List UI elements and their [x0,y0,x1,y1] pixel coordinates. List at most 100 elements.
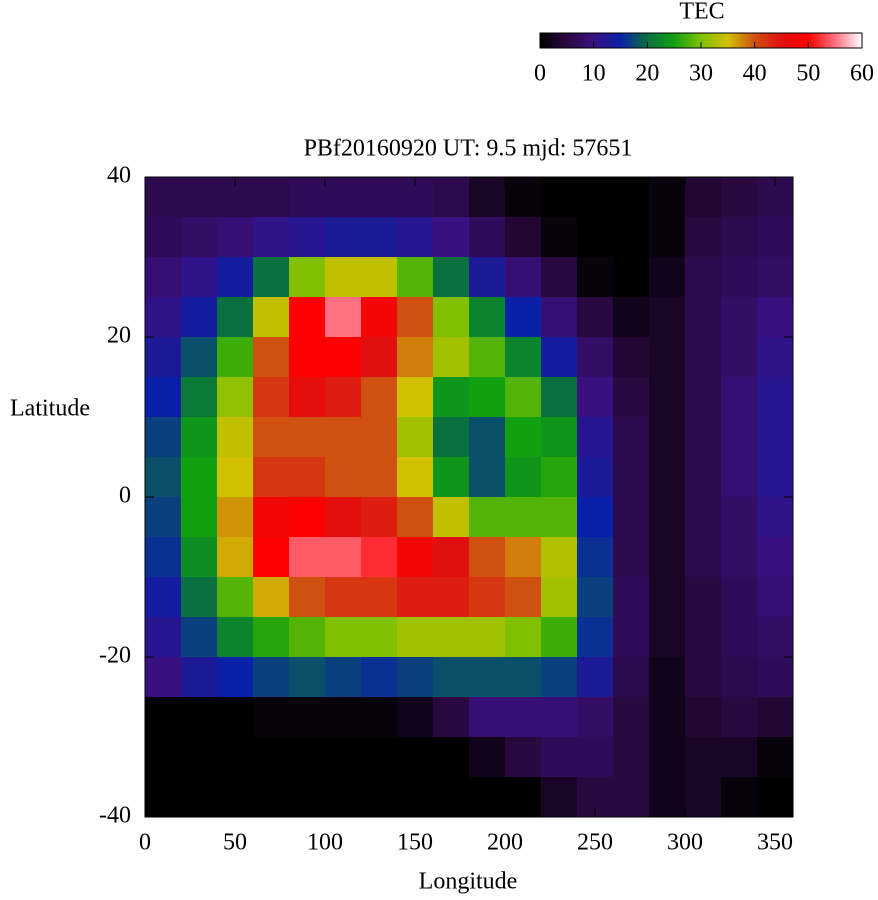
heat-cell [541,377,578,418]
heat-cell [649,297,686,338]
x-tick-label: 250 [577,830,613,856]
heat-cell [649,657,686,698]
heat-cell [649,177,686,218]
heat-cell [253,257,290,298]
heat-cell [397,337,434,378]
heat-cell [397,577,434,618]
heat-cell [469,777,506,818]
colorbar-tick-label: 10 [582,61,606,87]
heat-cell [505,777,542,818]
heat-cell [541,577,578,618]
heat-cell [181,577,218,618]
heat-cell [721,457,758,498]
heat-cell [613,337,650,378]
heat-cell [613,457,650,498]
heat-cell [721,697,758,738]
heat-cell [721,657,758,698]
heat-cell [289,217,326,258]
heat-cell [577,737,614,778]
heat-cell [361,217,398,258]
heat-cell [217,737,254,778]
heat-cell [253,577,290,618]
heat-cell [469,257,506,298]
heat-cell [181,177,218,218]
heat-cell [649,377,686,418]
heat-cell [217,497,254,538]
heat-cell [433,337,470,378]
heat-cell [685,377,722,418]
heat-cell [721,177,758,218]
heat-cell [721,297,758,338]
heat-cell [181,297,218,338]
heat-cell [397,417,434,458]
heat-cell [541,737,578,778]
heat-cell [613,297,650,338]
heat-cell [217,617,254,658]
heat-cell [181,377,218,418]
heat-cell [361,377,398,418]
colorbar-tick-label: 50 [796,61,820,87]
heat-cell [145,177,182,218]
heat-cell [685,297,722,338]
heat-cell [361,737,398,778]
colorbar-tick-label: 30 [689,61,713,87]
x-axis-label: Longitude [419,869,518,895]
heat-cell [181,657,218,698]
x-tick-label: 300 [667,830,703,856]
heat-cell [325,657,362,698]
heat-cell [325,737,362,778]
heat-cell [505,337,542,378]
heat-cell [469,177,506,218]
heat-cell [181,417,218,458]
heat-cell [145,657,182,698]
heat-cell [325,497,362,538]
heat-cell [613,177,650,218]
heat-cell [685,417,722,458]
heat-cell [217,417,254,458]
heat-cell [505,257,542,298]
heat-cell [649,537,686,578]
heat-cell [469,617,506,658]
heat-cell [181,537,218,578]
heat-cell [469,577,506,618]
heat-cell [361,657,398,698]
heat-cell [181,777,218,818]
heat-cell [397,697,434,738]
heat-cell [289,697,326,738]
heat-cell [505,377,542,418]
heat-cell [541,497,578,538]
heat-cell [325,177,362,218]
heat-cell [649,257,686,298]
heat-cell [505,617,542,658]
heat-cell [253,777,290,818]
heat-cell [649,697,686,738]
heat-cell [361,297,398,338]
heat-cell [253,737,290,778]
heat-cell [541,617,578,658]
heat-cell [757,737,794,778]
heat-cell [721,417,758,458]
heat-cell [541,257,578,298]
heat-cell [361,337,398,378]
heat-cell [397,377,434,418]
heat-cell [649,497,686,538]
heat-cell [289,577,326,618]
heat-cell [685,497,722,538]
heat-cell [433,657,470,698]
heat-cell [433,777,470,818]
heat-cell [433,737,470,778]
heat-cell [145,577,182,618]
heat-cell [433,537,470,578]
heat-cell [613,537,650,578]
heat-cell [541,217,578,258]
heat-cell [145,737,182,778]
heat-cell [325,617,362,658]
heat-cell [397,217,434,258]
heat-cell [289,257,326,298]
heat-cell [397,457,434,498]
heat-cell [289,337,326,378]
heat-cell [505,737,542,778]
heat-cell [577,497,614,538]
heat-cell [577,657,614,698]
